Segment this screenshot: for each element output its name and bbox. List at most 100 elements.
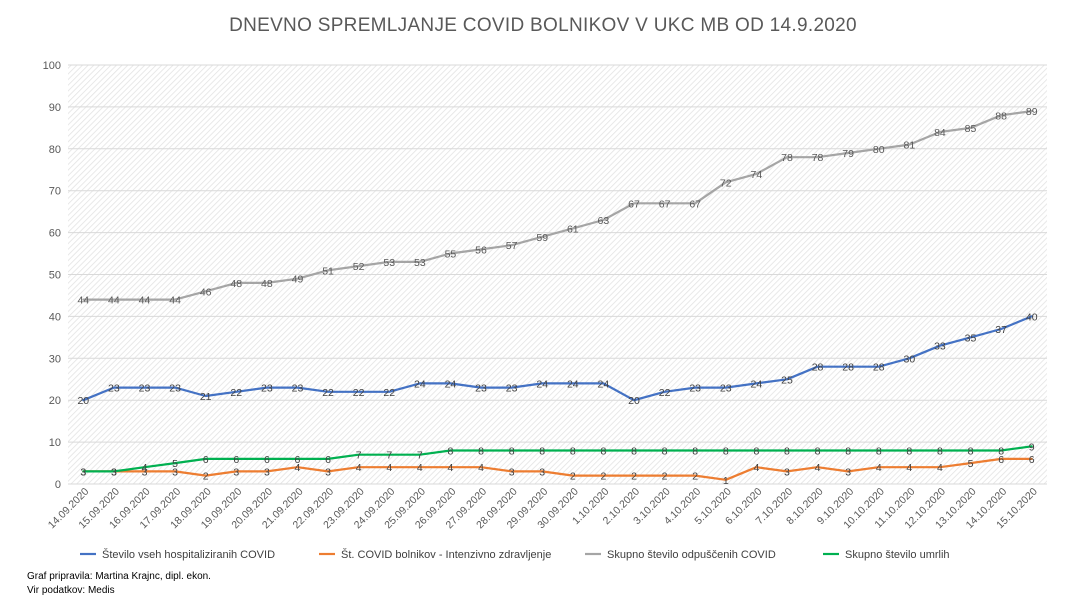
data-label: 2 bbox=[600, 471, 606, 483]
data-label: 6 bbox=[295, 454, 301, 466]
credits: Graf pripravila: Martina Krajnc, dipl. e… bbox=[27, 570, 211, 598]
data-label: 85 bbox=[965, 123, 977, 135]
data-label: 9 bbox=[1029, 441, 1035, 453]
data-label: 72 bbox=[720, 177, 732, 189]
data-label: 8 bbox=[723, 445, 729, 457]
data-label: 3 bbox=[111, 466, 117, 478]
data-label: 3 bbox=[80, 466, 86, 478]
series-line-3 bbox=[82, 445, 1033, 473]
data-label: 78 bbox=[781, 152, 793, 164]
data-label: 4 bbox=[386, 462, 392, 474]
data-label: 24 bbox=[445, 378, 457, 390]
data-label: 57 bbox=[506, 240, 518, 252]
data-label: 3 bbox=[111, 466, 117, 478]
series-lines bbox=[82, 109, 1033, 481]
legend-label: Skupno število umrlih bbox=[845, 549, 950, 561]
data-label: 3 bbox=[539, 466, 545, 478]
data-label: 7 bbox=[417, 450, 423, 462]
y-tick-label: 80 bbox=[49, 144, 61, 156]
data-label: 25 bbox=[781, 374, 793, 386]
data-label: 44 bbox=[77, 295, 89, 307]
data-label: 78 bbox=[812, 152, 824, 164]
data-label: 51 bbox=[322, 265, 334, 277]
data-label: 28 bbox=[873, 362, 885, 374]
data-label: 3 bbox=[142, 466, 148, 478]
data-label: 8 bbox=[876, 445, 882, 457]
data-label: 8 bbox=[845, 445, 851, 457]
data-label: 46 bbox=[200, 286, 212, 298]
x-axis: 14.09.202015.09.202016.09.202017.09.2020… bbox=[46, 486, 1040, 532]
data-label: 3 bbox=[172, 466, 178, 478]
data-label: 22 bbox=[353, 387, 365, 399]
y-tick-label: 90 bbox=[49, 102, 61, 114]
data-label: 79 bbox=[842, 148, 854, 160]
data-label: 4 bbox=[876, 462, 882, 474]
data-label: 8 bbox=[753, 445, 759, 457]
data-label: 24 bbox=[536, 378, 548, 390]
data-label: 22 bbox=[659, 387, 671, 399]
data-label: 8 bbox=[478, 445, 484, 457]
data-label: 84 bbox=[934, 127, 946, 139]
data-label: 22 bbox=[383, 387, 395, 399]
data-label: 8 bbox=[631, 445, 637, 457]
data-label: 3 bbox=[509, 466, 515, 478]
data-label: 8 bbox=[937, 445, 943, 457]
data-label: 52 bbox=[353, 261, 365, 273]
data-label: 67 bbox=[628, 198, 640, 210]
series-line-1 bbox=[82, 457, 1033, 481]
y-tick-label: 0 bbox=[55, 479, 61, 491]
data-label: 3 bbox=[784, 466, 790, 478]
data-label: 2 bbox=[570, 471, 576, 483]
data-label: 4 bbox=[417, 462, 423, 474]
data-label: 61 bbox=[567, 223, 579, 235]
data-label: 8 bbox=[509, 445, 515, 457]
data-label: 89 bbox=[1026, 106, 1038, 118]
data-label: 81 bbox=[903, 140, 915, 152]
data-label: 20 bbox=[77, 395, 89, 407]
data-label: 63 bbox=[598, 215, 610, 227]
data-label: 4 bbox=[478, 462, 484, 474]
data-label: 22 bbox=[322, 387, 334, 399]
data-label: 2 bbox=[692, 471, 698, 483]
data-label: 30 bbox=[903, 353, 915, 365]
data-label: 59 bbox=[536, 232, 548, 244]
data-label: 23 bbox=[169, 383, 181, 395]
y-tick-label: 20 bbox=[49, 395, 61, 407]
credits-author: Graf pripravila: Martina Krajnc, dipl. e… bbox=[27, 571, 211, 582]
data-label: 7 bbox=[356, 450, 362, 462]
data-label: 67 bbox=[689, 198, 701, 210]
data-label: 48 bbox=[230, 278, 242, 290]
data-label: 44 bbox=[108, 295, 120, 307]
data-label: 8 bbox=[784, 445, 790, 457]
y-tick-label: 70 bbox=[49, 186, 61, 198]
data-label: 3 bbox=[80, 466, 86, 478]
data-label: 23 bbox=[292, 383, 304, 395]
data-label: 67 bbox=[659, 198, 671, 210]
data-label: 40 bbox=[1026, 311, 1038, 323]
data-label: 8 bbox=[600, 445, 606, 457]
data-label: 4 bbox=[815, 462, 821, 474]
data-label: 56 bbox=[475, 244, 487, 256]
data-label: 23 bbox=[139, 383, 151, 395]
data-label: 28 bbox=[842, 362, 854, 374]
series-line-0 bbox=[82, 315, 1033, 402]
data-label: 8 bbox=[662, 445, 668, 457]
data-label: 8 bbox=[998, 445, 1004, 457]
data-label: 24 bbox=[751, 378, 763, 390]
data-label: 8 bbox=[570, 445, 576, 457]
legend-label: Skupno število odpuščenih COVID bbox=[607, 549, 776, 561]
legend-label: Št. COVID bolnikov - Intenzivno zdravlje… bbox=[341, 548, 551, 561]
data-label: 6 bbox=[203, 454, 209, 466]
data-label: 8 bbox=[539, 445, 545, 457]
data-label: 44 bbox=[169, 295, 181, 307]
data-label: 2 bbox=[662, 471, 668, 483]
data-label: 23 bbox=[475, 383, 487, 395]
data-label: 24 bbox=[598, 378, 610, 390]
y-axis: 0 10 20 30 40 50 60 70 80 90 100 bbox=[43, 60, 61, 491]
data-label: 7 bbox=[386, 450, 392, 462]
legend: Število vseh hospitaliziranih COVID Št. C… bbox=[80, 548, 950, 561]
data-label: 3 bbox=[233, 466, 239, 478]
y-tick-label: 100 bbox=[43, 60, 61, 72]
